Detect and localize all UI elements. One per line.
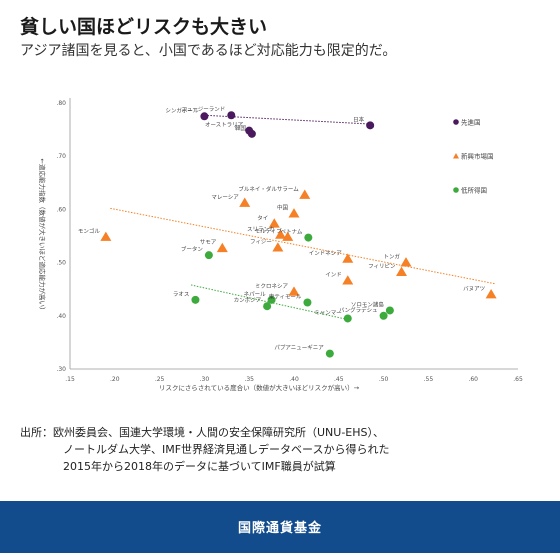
y-tick-label: .80: [56, 100, 66, 107]
data-point-circle: [343, 314, 352, 323]
data-point-label: サモア: [200, 239, 217, 246]
data-point-label: バングラデシュ: [339, 306, 378, 314]
data-point-triangle: [288, 208, 300, 218]
data-point-triangle: [100, 231, 112, 241]
x-tick-label: .45: [334, 376, 344, 383]
data-point-label: 東ティモール: [269, 293, 302, 301]
data-point-triangle: [342, 275, 354, 285]
data-point-circle: [303, 298, 312, 307]
y-tick-label: .70: [56, 153, 66, 160]
footer-bar: 国際通貨基金: [0, 501, 560, 553]
data-point-label: ラオス: [173, 291, 190, 298]
data-point-label: マレーシア: [211, 194, 239, 201]
data-point-triangle: [282, 231, 294, 241]
data-point-circle: [379, 311, 388, 320]
data-point-label: 韓国: [235, 124, 247, 132]
data-point-label: インドネシア: [309, 250, 343, 257]
data-point-label: 日本: [353, 115, 365, 123]
legend-label: 新興市場国: [461, 152, 494, 161]
data-point-triangle: [396, 266, 408, 277]
data-point-triangle: [288, 286, 300, 296]
source-line-3: 2015年から2018年のデータに基づいてIMF職員が試算: [63, 460, 336, 473]
data-point-triangle: [275, 229, 287, 239]
data-point-label: タイ: [257, 214, 268, 222]
data-point-circle: [304, 233, 313, 242]
chart-subtitle: アジア諸国を見ると、小国であるほど対応能力も限定的だ。: [20, 43, 397, 59]
data-point-label: ベトナム: [280, 229, 302, 236]
data-point-label: ソロモン諸島: [351, 300, 385, 308]
x-tick-label: .20: [110, 376, 120, 383]
trend-line-1: [110, 207, 496, 285]
x-tick-label: .55: [424, 376, 434, 383]
data-point-circle: [247, 129, 256, 138]
data-point-circle: [227, 111, 236, 120]
data-point-triangle: [268, 218, 280, 228]
data-point-triangle: [239, 197, 251, 207]
data-point-label: モンゴル: [78, 227, 101, 235]
data-point-label: カンボジア: [234, 296, 262, 304]
data-point-label: シンガポール: [165, 106, 199, 114]
x-tick-label: .65: [513, 376, 523, 383]
data-point-circle: [267, 295, 276, 304]
data-point-label: ブルネイ・ダルサラーム: [238, 185, 299, 193]
y-tick-label: .40: [56, 313, 66, 320]
data-point-circle: [204, 251, 213, 260]
data-point-triangle: [400, 257, 412, 267]
data-point-circle: [385, 306, 394, 315]
legend-label: 先進国: [461, 118, 481, 127]
data-point-triangle: [272, 242, 284, 252]
data-point-label: ニュージーランド: [181, 106, 225, 113]
data-point-circle: [263, 302, 272, 311]
x-tick-label: .15: [65, 376, 75, 383]
x-axis-title: リスクにさらされている度合い（数値が大きいほどリスクが高い）→: [159, 383, 360, 392]
data-point-label: インド: [325, 273, 342, 279]
data-point-triangle: [216, 242, 228, 253]
source-note: 出所：欧州委員会、国連大学環境・人間の安全保障研究所（UNU-EHS）、 ノート…: [20, 424, 390, 475]
data-point-label: バヌアツ: [463, 286, 485, 293]
data-point-label: ミャンマー: [314, 309, 342, 316]
data-point-label: フィジー: [250, 239, 272, 246]
data-point-circle: [366, 121, 375, 130]
x-tick-label: .50: [379, 376, 389, 383]
data-point-triangle: [342, 253, 354, 263]
data-point-label: パプアニューギニア: [274, 345, 324, 352]
legend-label: 低所得国: [461, 186, 487, 195]
footer-org-name: 国際通貨基金: [237, 521, 322, 536]
data-point-circle: [191, 295, 200, 304]
data-point-circle: [325, 349, 334, 358]
data-point-label: トンガ: [383, 253, 400, 261]
chart-title: 貧しい国ほどリスクも大きい: [20, 16, 268, 38]
legend-marker: [453, 187, 459, 193]
x-tick-label: .25: [155, 376, 165, 383]
data-point-triangle: [485, 289, 497, 299]
data-point-triangle: [299, 189, 311, 199]
y-tick-label: .30: [56, 366, 66, 373]
data-point-label: ネパール: [244, 291, 267, 298]
source-line-1: 出所：欧州委員会、国連大学環境・人間の安全保障研究所（UNU-EHS）、: [20, 426, 385, 439]
y-tick-label: .50: [56, 260, 66, 267]
legend-marker: [453, 153, 459, 159]
x-tick-label: .60: [468, 376, 478, 383]
y-tick-label: .60: [56, 206, 66, 213]
data-point-label: フィリピン: [368, 263, 396, 270]
source-line-2: ノートルダム大学、IMF世界経済見通しデータベースから得られた: [63, 443, 390, 456]
data-point-label: モルディブ: [255, 227, 283, 235]
data-point-label: ミクロネシア: [255, 283, 289, 290]
x-tick-label: .35: [244, 376, 254, 383]
x-tick-label: .30: [200, 376, 210, 383]
data-point-circle: [200, 112, 209, 121]
data-point-label: スリランカ: [247, 226, 275, 233]
x-tick-label: .40: [289, 376, 299, 383]
data-point-label: ブータン: [181, 245, 204, 253]
data-point-label: オーストラリア: [205, 122, 244, 129]
scatter-chart: .15 .20 .25 .30 .35 .40 .45 .50 .55 .60 .65 .30 .40.…: [38, 98, 523, 392]
y-axis-title: ←適応能力指数（数値が大きいほど適応能力が高い）: [38, 159, 47, 314]
legend-marker: [453, 119, 459, 125]
data-point-label: 中国: [277, 204, 289, 212]
